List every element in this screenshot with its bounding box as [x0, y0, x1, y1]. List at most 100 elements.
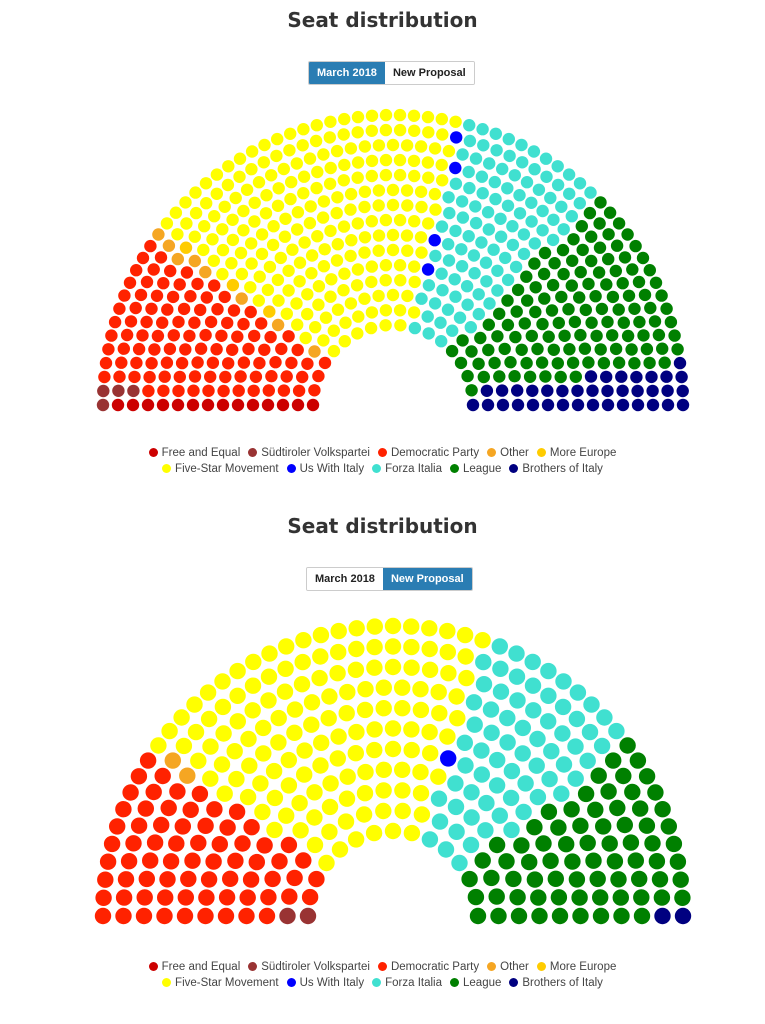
tab-march-2018[interactable]: March 2018: [309, 62, 385, 84]
seat-democratic-party: [248, 853, 265, 871]
seat-five-star-movement: [347, 831, 365, 848]
seat-democratic-party: [153, 816, 170, 834]
seat-five-star-movement: [372, 289, 385, 303]
seat-five-star-movement: [375, 700, 392, 717]
seat-five-star-movement: [394, 802, 411, 820]
seat-league: [572, 907, 589, 925]
seat-forza-italia: [584, 186, 597, 199]
seat-forza-italia: [553, 785, 570, 802]
seat-five-star-movement: [255, 745, 272, 762]
seat-us-with-italy: [428, 234, 441, 247]
seat-five-star-movement: [266, 789, 284, 807]
legend-swatch: [148, 962, 158, 971]
legend-item-brothers-of-italy[interactable]: Brothers of Italy: [509, 461, 603, 477]
legend-item-sudtiroler-volkspartei[interactable]: Südtiroler Volkspartei: [248, 445, 370, 461]
legend-item-other[interactable]: Other: [487, 445, 529, 461]
legend-item-us-with-italy[interactable]: Us With Italy: [286, 461, 364, 477]
legend-item-more-europe[interactable]: More Europe: [536, 959, 616, 975]
seat-democratic-party: [129, 301, 142, 315]
seat-forza-italia: [555, 756, 573, 773]
seat-league: [525, 329, 538, 343]
seat-league: [558, 329, 571, 342]
seat-league: [664, 315, 678, 329]
seat-five-star-movement: [386, 288, 400, 302]
seat-five-star-movement: [345, 234, 358, 247]
legend-item-us-with-italy[interactable]: Us With Italy: [286, 975, 364, 991]
seat-five-star-movement: [351, 110, 365, 124]
seat-five-star-movement: [324, 290, 337, 303]
seat-forza-italia: [539, 152, 553, 165]
seat-five-star-movement: [312, 648, 329, 665]
legend-item-five-star-movement[interactable]: Five-Star Movement: [162, 975, 279, 991]
seat-five-star-movement: [169, 206, 183, 219]
seat-league: [536, 317, 549, 331]
legend-item-five-star-movement[interactable]: Five-Star Movement: [162, 461, 279, 477]
seat-democratic-party: [190, 834, 207, 852]
seat-forza-italia: [608, 722, 625, 740]
seat-five-star-movement: [216, 243, 230, 257]
legend-item-more-europe[interactable]: More Europe: [536, 445, 616, 461]
legend-item-league[interactable]: League: [450, 461, 501, 477]
seat-five-star-movement: [280, 777, 298, 794]
seat-league: [575, 220, 588, 233]
seat-league: [668, 329, 681, 342]
seat-league: [618, 251, 632, 264]
seat-league: [456, 334, 469, 347]
seat-league: [587, 801, 604, 818]
seat-five-star-movement: [436, 128, 449, 141]
seat-five-star-movement: [386, 228, 400, 242]
legend-item-free-and-equal[interactable]: Free and Equal: [148, 445, 240, 461]
seat-five-star-movement: [261, 645, 278, 662]
legend-swatch: [450, 464, 460, 473]
legend-item-other[interactable]: Other: [487, 959, 529, 975]
legend-item-forza-italia[interactable]: Forza Italia: [372, 461, 442, 477]
seat-league: [622, 289, 636, 302]
legend-item-democratic-party[interactable]: Democratic Party: [377, 445, 479, 461]
seat-five-star-movement: [278, 638, 295, 655]
tab-march-2018[interactable]: March 2018: [307, 568, 383, 590]
seat-league: [563, 343, 576, 356]
seat-five-star-movement: [394, 679, 411, 696]
tab-new-proposal[interactable]: New Proposal: [382, 568, 472, 590]
seat-democratic-party: [247, 384, 260, 397]
seat-league: [461, 369, 474, 383]
legend-item-brothers-of-italy[interactable]: Brothers of Italy: [509, 975, 603, 991]
legend-item-league[interactable]: League: [450, 975, 501, 991]
seat-five-star-movement: [372, 184, 386, 197]
seat-five-star-movement: [366, 638, 383, 656]
seat-five-star-movement: [337, 220, 351, 233]
seat-five-star-movement: [161, 722, 178, 740]
seat-league: [638, 817, 656, 834]
legend-item-democratic-party[interactable]: Democratic Party: [377, 959, 479, 975]
seat-five-star-movement: [448, 688, 465, 705]
seat-five-star-movement: [309, 134, 323, 148]
tab-new-proposal[interactable]: New Proposal: [384, 62, 474, 84]
seat-five-star-movement: [301, 288, 314, 301]
seat-forza-italia: [532, 183, 546, 196]
seat-democratic-party: [271, 853, 288, 870]
seat-forza-italia: [422, 327, 435, 340]
seat-five-star-movement: [449, 115, 462, 128]
seat-forza-italia: [456, 148, 469, 161]
seat-democratic-party: [301, 888, 319, 906]
seat-league: [445, 344, 459, 358]
legend-item-sudtiroler-volkspartei[interactable]: Südtiroler Volkspartei: [248, 959, 370, 975]
seat-league: [529, 281, 542, 294]
legend-item-forza-italia[interactable]: Forza Italia: [372, 975, 442, 991]
legend-label: Free and Equal: [161, 961, 241, 973]
seat-five-star-movement: [348, 640, 365, 658]
seat-league: [482, 343, 495, 357]
seat-forza-italia: [503, 821, 520, 839]
seat-five-star-movement: [297, 187, 310, 200]
seat-five-star-movement: [403, 824, 421, 842]
seat-forza-italia: [437, 841, 455, 858]
seat-five-star-movement: [197, 243, 210, 257]
legend-item-free-and-equal[interactable]: Free and Equal: [148, 959, 241, 975]
seat-five-star-movement: [244, 281, 257, 294]
seat-brothers-of-italy: [646, 398, 660, 412]
seat-democratic-party: [206, 801, 223, 818]
seat-five-star-movement: [330, 254, 344, 267]
seat-five-star-movement: [207, 254, 220, 267]
seat-five-star-movement: [233, 152, 247, 165]
seat-democratic-party: [167, 329, 180, 342]
